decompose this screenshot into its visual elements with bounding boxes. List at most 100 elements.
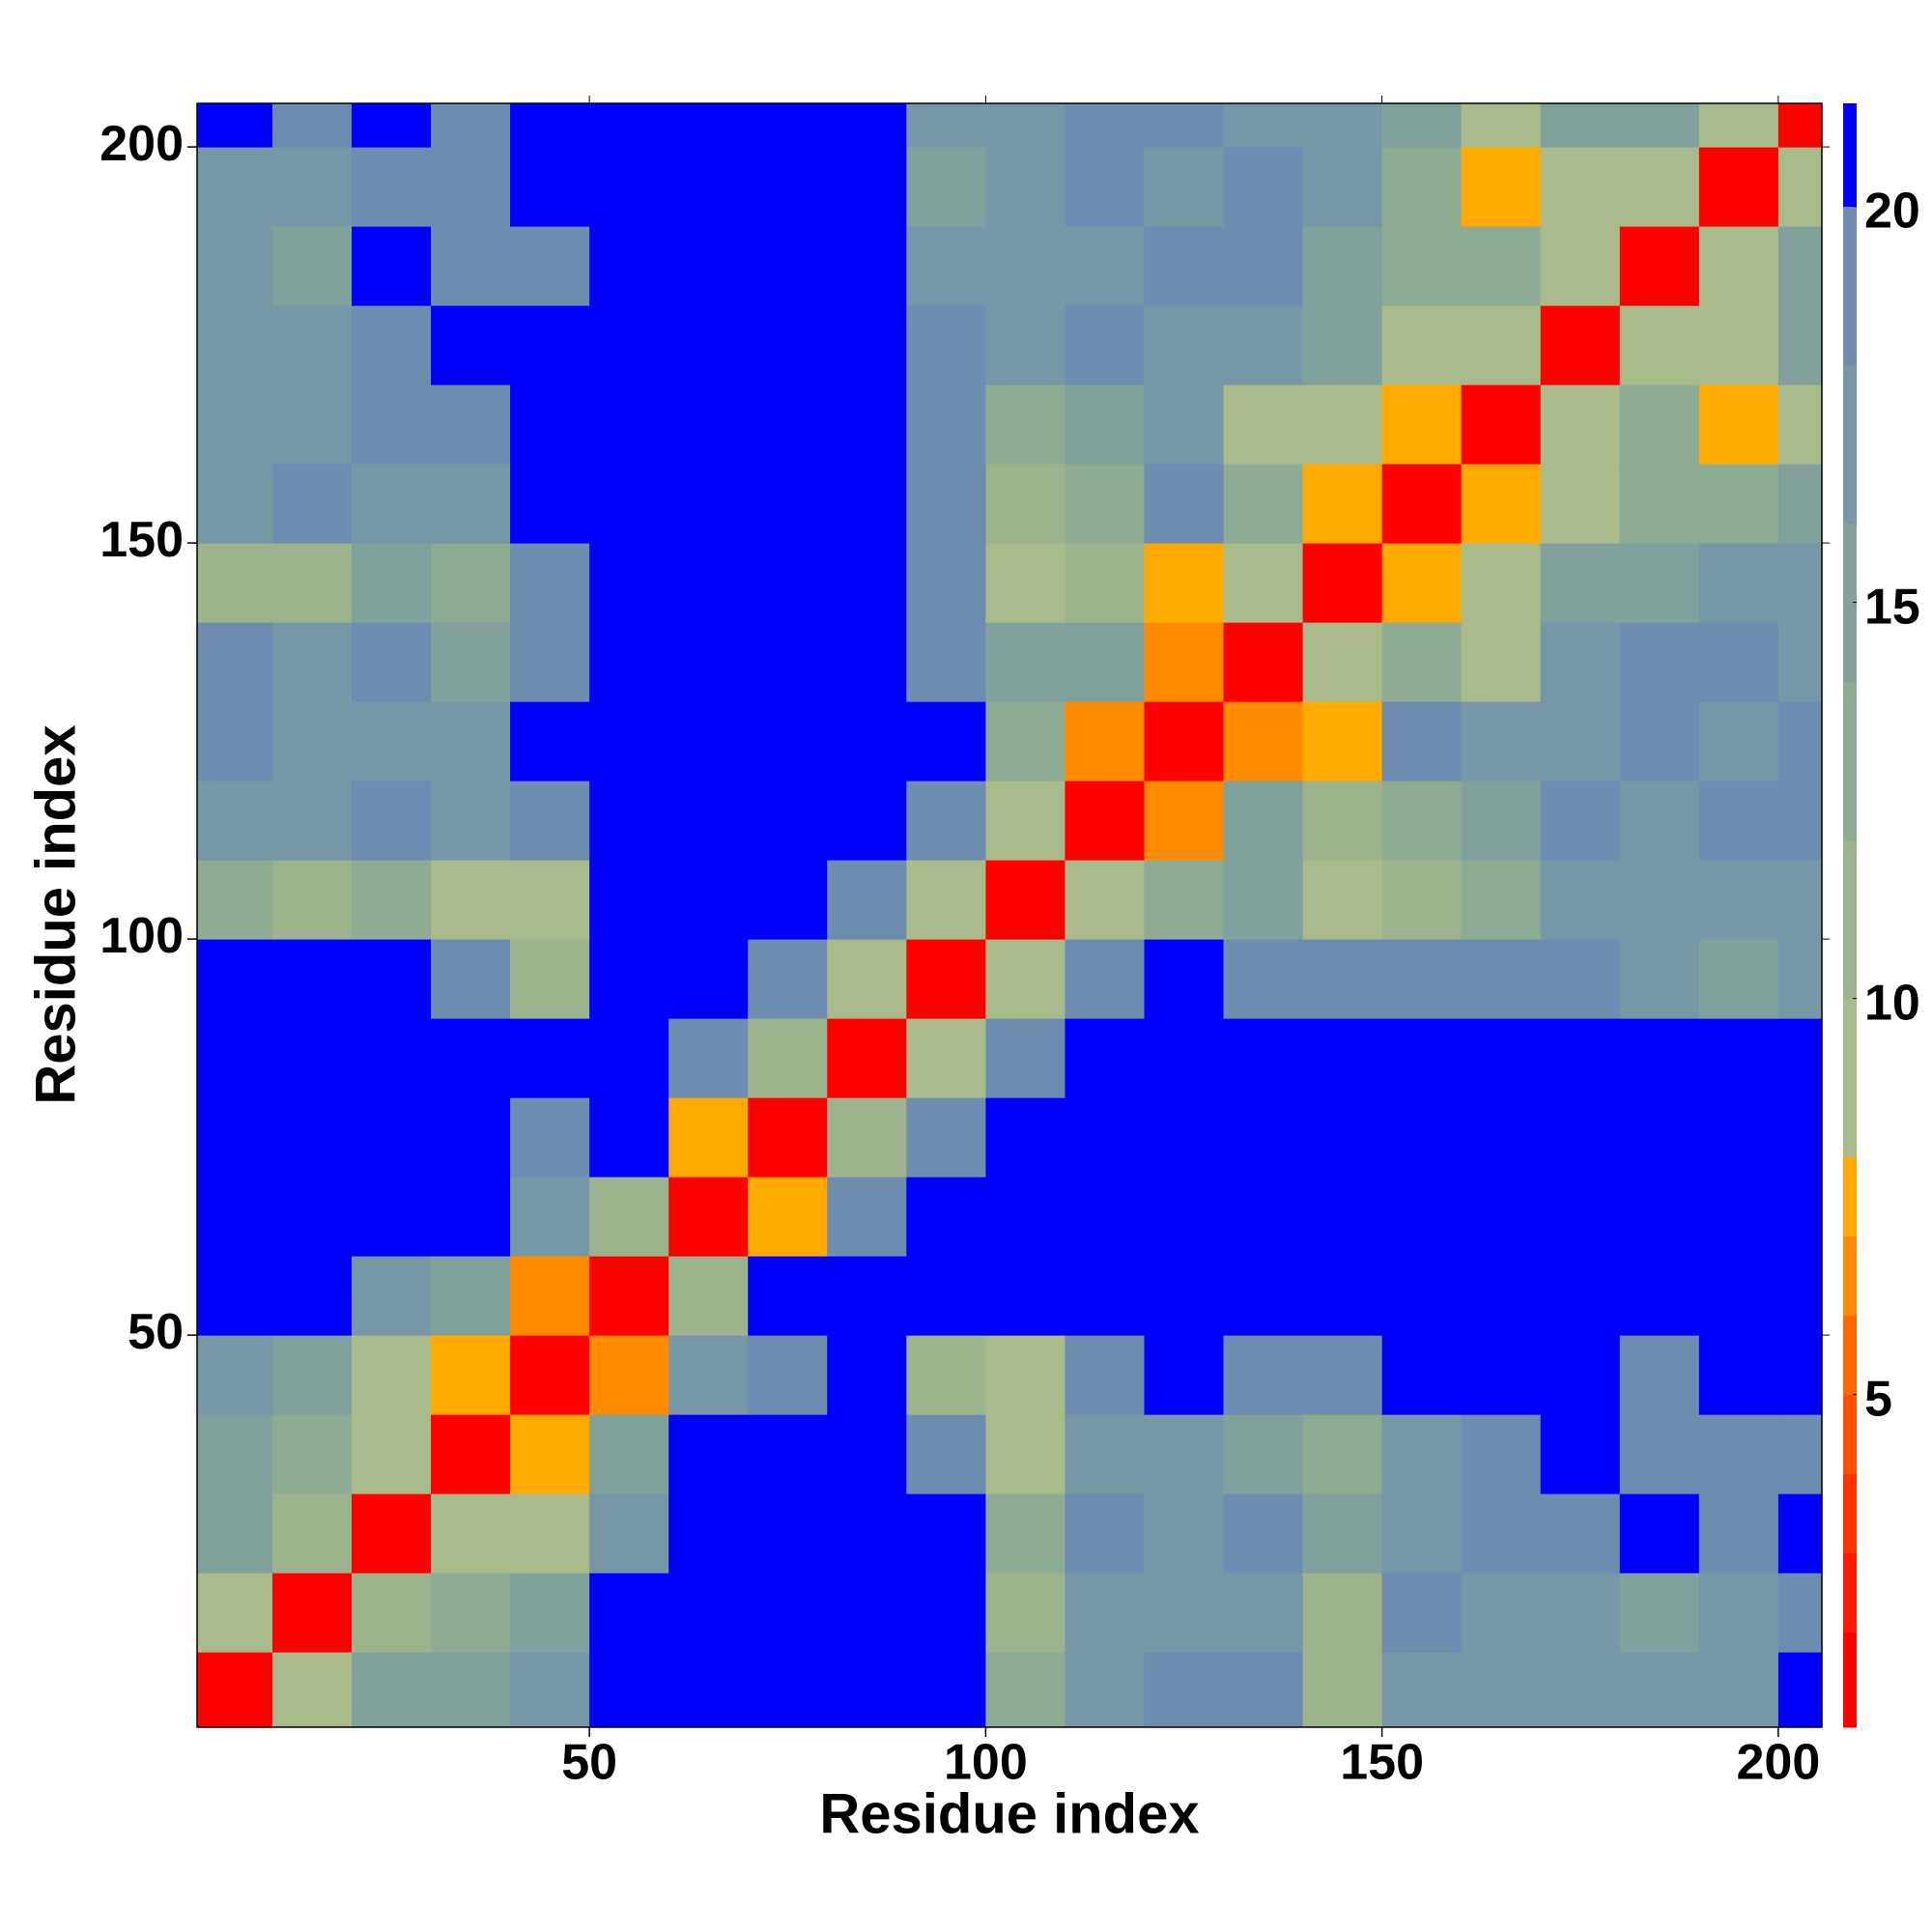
heatmap-cell <box>668 939 749 1019</box>
heatmap-cell <box>1223 1335 1304 1415</box>
heatmap-cell <box>827 1493 907 1574</box>
heatmap-cell <box>431 701 511 781</box>
heatmap-cell <box>510 1414 590 1494</box>
heatmap-cell <box>351 1256 432 1336</box>
colorbar-tick-label: 20 <box>1864 183 1920 239</box>
heatmap-cell <box>1698 1256 1779 1336</box>
colorbar-band <box>1843 364 1857 525</box>
heatmap-cell <box>1381 1493 1463 1574</box>
heatmap-cell <box>589 543 669 623</box>
colorbar-band <box>1843 1473 1857 1554</box>
heatmap-cell <box>827 226 907 306</box>
heatmap-cell <box>668 701 749 781</box>
heatmap-cell <box>1381 103 1463 148</box>
heatmap-cell <box>906 1652 986 1727</box>
heatmap-cell <box>906 147 986 227</box>
heatmap-cell <box>271 464 353 544</box>
heatmap-cell <box>589 384 669 465</box>
heatmap-cell <box>1540 305 1621 385</box>
heatmap-cell <box>351 147 432 227</box>
heatmap-cell <box>271 701 353 781</box>
heatmap-cell <box>1144 622 1225 702</box>
heatmap-cell <box>431 147 511 227</box>
heatmap-cell <box>197 781 273 861</box>
heatmap-cell <box>510 1018 590 1098</box>
heatmap-cell <box>1698 384 1779 465</box>
heatmap-cell <box>1619 1493 1700 1574</box>
heatmap-cell <box>271 384 353 465</box>
heatmap-cell <box>1540 1018 1621 1098</box>
heatmap-cell <box>1540 1652 1621 1727</box>
heatmap-cell <box>1144 543 1225 623</box>
heatmap-cell <box>906 1177 986 1257</box>
heatmap-cell <box>271 1652 353 1727</box>
heatmap-cell <box>1381 1414 1463 1494</box>
heatmap-cell <box>1698 543 1779 623</box>
heatmap-cell <box>197 464 273 544</box>
heatmap-cell <box>1302 1256 1383 1336</box>
heatmap-cell <box>351 543 432 623</box>
colorbar-band <box>1843 1552 1857 1634</box>
heatmap-cell <box>1461 1414 1542 1494</box>
heatmap-cell <box>1065 543 1145 623</box>
heatmap-cell <box>1302 1652 1383 1727</box>
heatmap-cell <box>1223 464 1304 544</box>
y-tick-label: 200 <box>99 116 184 172</box>
heatmap-cell <box>827 464 907 544</box>
heatmap-cell <box>431 543 511 623</box>
heatmap-cell <box>1461 860 1542 940</box>
heatmap-cell <box>351 1177 432 1257</box>
heatmap-cell <box>271 781 353 861</box>
heatmap-cell <box>1461 384 1542 465</box>
heatmap-cell <box>1302 701 1383 781</box>
heatmap-cell <box>431 1256 511 1336</box>
heatmap-cell <box>1381 622 1463 702</box>
heatmap-cell <box>985 1573 1065 1653</box>
heatmap-cell <box>906 1018 986 1098</box>
heatmap-cell <box>271 1493 353 1574</box>
heatmap-cell <box>1381 1097 1463 1178</box>
heatmap-cell <box>1223 1097 1304 1178</box>
heatmap-cell <box>431 1097 511 1178</box>
heatmap-cell <box>985 1256 1065 1336</box>
heatmap-cell <box>668 1097 749 1178</box>
heatmap-cell <box>985 622 1065 702</box>
heatmap-cell <box>197 543 273 623</box>
heatmap-cell <box>1381 1335 1463 1415</box>
heatmap-cell <box>1381 147 1463 227</box>
heatmap-cell <box>1777 622 1822 702</box>
heatmap-cell <box>510 384 590 465</box>
heatmap-cell <box>351 103 432 148</box>
heatmap-cell <box>668 103 749 148</box>
heatmap-cell <box>906 1256 986 1336</box>
heatmap-cell <box>1144 701 1225 781</box>
heatmap-cell <box>1698 939 1779 1019</box>
heatmap-cell <box>1144 305 1225 385</box>
heatmap-cell <box>589 464 669 544</box>
heatmap-cell <box>748 1177 828 1257</box>
heatmap-cell <box>1302 384 1383 465</box>
heatmap-cell <box>748 147 828 227</box>
heatmap-cell <box>431 103 511 148</box>
heatmap-cell <box>510 701 590 781</box>
heatmap-cell <box>1065 939 1145 1019</box>
colorbar-band <box>1843 103 1857 208</box>
heatmap-cell <box>1540 622 1621 702</box>
heatmap-cell <box>1223 860 1304 940</box>
heatmap-cell <box>1619 1177 1700 1257</box>
heatmap-cell <box>668 147 749 227</box>
heatmap-cell <box>668 860 749 940</box>
heatmap-cell <box>1698 226 1779 306</box>
heatmap-cell <box>1144 103 1225 148</box>
heatmap-cell <box>1540 701 1621 781</box>
heatmap-cell <box>271 1414 353 1494</box>
heatmap-cell <box>985 1097 1065 1178</box>
heatmap-cell <box>1777 1414 1822 1494</box>
heatmap-cell <box>431 1493 511 1574</box>
colorbar-band <box>1843 998 1857 1158</box>
heatmap-cell <box>1619 1652 1700 1727</box>
heatmap-cell <box>1381 1652 1463 1727</box>
heatmap-cell <box>1698 305 1779 385</box>
heatmap-cell <box>1698 622 1779 702</box>
heatmap-cell <box>1381 1177 1463 1257</box>
